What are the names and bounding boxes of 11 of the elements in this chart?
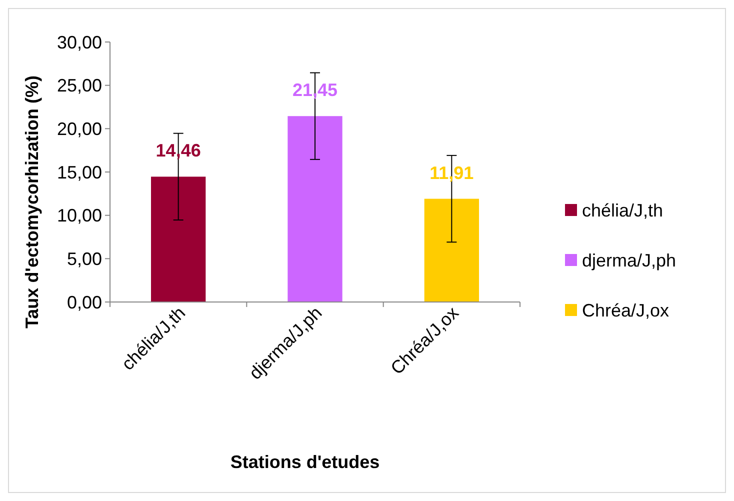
- y-tick-label: 20,00: [56, 118, 102, 139]
- legend-label: djerma/J,ph: [582, 250, 676, 270]
- y-tick-label: 15,00: [56, 162, 102, 182]
- legend-label: chélia/J,th: [582, 200, 664, 220]
- y-axis-title: Taux d'ectomycorhization (%): [22, 76, 42, 328]
- y-tick-label: 25,00: [56, 76, 102, 96]
- y-tick-label: 10,00: [56, 206, 102, 226]
- y-tick-label: 5,00: [66, 248, 102, 269]
- y-tick-label: 0,00: [66, 292, 102, 312]
- y-tick-label: 30,00: [56, 32, 102, 52]
- x-axis-title: Stations d'etudes: [230, 452, 380, 472]
